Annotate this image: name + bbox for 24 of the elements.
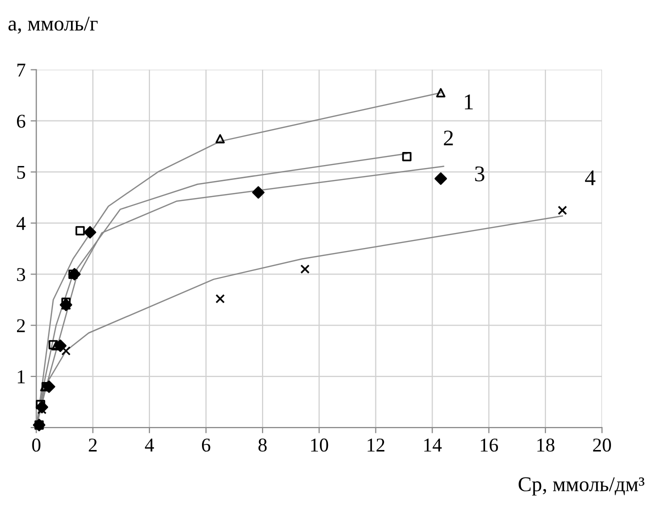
x-tick-label: 16: [480, 438, 498, 452]
x-tick-label: 18: [537, 438, 554, 452]
x-tick-label: 4: [144, 438, 154, 452]
series-label: 1: [464, 94, 473, 110]
x-tick-label: 0: [32, 438, 40, 452]
y-tick-label: 7: [17, 64, 26, 76]
series-label: 4: [585, 170, 596, 186]
y-tick-label: 2: [17, 319, 25, 332]
x-tick-label: 6: [202, 438, 210, 452]
x-axis-title: Ср, ммоль/дм³: [518, 477, 644, 496]
y-axis-title: а, ммоль/г: [8, 16, 98, 34]
x-tick-label: 2: [88, 438, 97, 452]
y-tick-label: 4: [16, 217, 26, 230]
y-tick-label: 1: [18, 370, 25, 384]
x-tick-label: 10: [311, 438, 328, 452]
y-tick-label: 6: [16, 114, 26, 128]
x-tick-label: 20: [593, 438, 611, 452]
x-tick-label: 8: [258, 438, 267, 452]
x-tick-label: 12: [368, 438, 384, 452]
x-tick-label: 14: [424, 438, 442, 452]
y-tick-label: 5: [17, 166, 26, 179]
series-label: 3: [475, 166, 484, 182]
y-tick-label: 3: [17, 268, 26, 282]
series-label: 2: [444, 130, 453, 146]
